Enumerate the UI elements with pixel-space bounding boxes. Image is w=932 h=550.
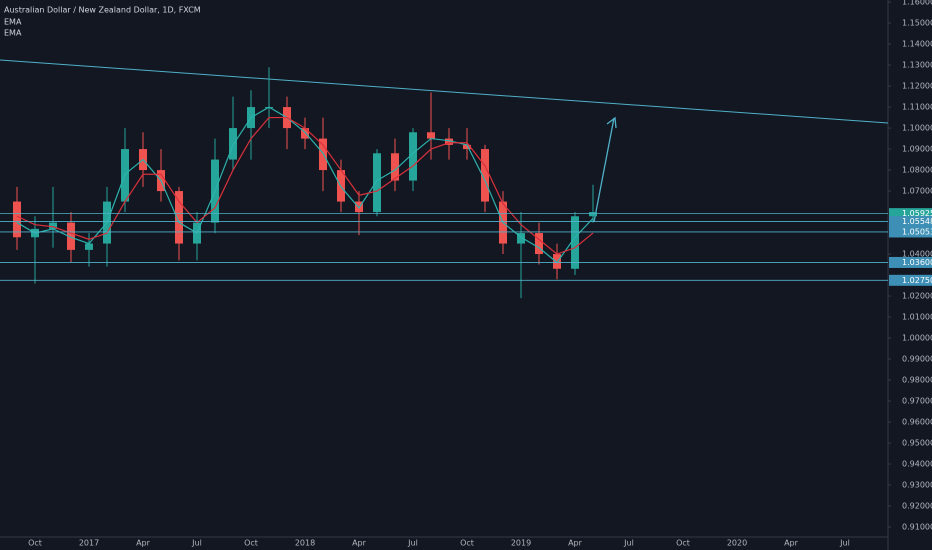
level-label-bg (889, 208, 932, 220)
y-tick-label: 1.04000 (902, 250, 932, 259)
x-tick-label: Jul (191, 539, 202, 548)
y-tick-label: 1.07000 (902, 187, 932, 196)
y-tick-label: 0.93000 (902, 481, 932, 490)
x-tick-label: 2018 (295, 539, 315, 548)
indicator-label[interactable]: EMA (4, 18, 22, 27)
candle-body (409, 132, 417, 181)
y-tick-label: 1.01000 (902, 313, 932, 322)
level-label: 1.02750 (902, 276, 932, 285)
level-label: 1.05925 (902, 209, 932, 218)
candle-body (517, 233, 525, 244)
y-tick-label: 1.10000 (902, 124, 932, 133)
level-label-bg (889, 256, 932, 268)
y-tick-label: 1.13000 (902, 61, 932, 70)
x-tick-label: Apr (784, 539, 799, 548)
candle-body (391, 153, 399, 181)
y-tick-label: 1.11000 (902, 103, 932, 112)
level-label-bg (889, 226, 932, 238)
y-tick-label: 0.96000 (902, 418, 932, 427)
y-tick-label: 1.16000 (902, 0, 932, 7)
x-tick-label: Oct (460, 539, 474, 548)
candle-body (463, 144, 471, 150)
y-tick-label: 1.15000 (902, 19, 932, 28)
y-tick-label: 0.99000 (902, 355, 932, 364)
level-label: 1.05053 (902, 227, 932, 236)
y-tick-label: 1.02000 (902, 292, 932, 301)
x-tick-label: Apr (136, 539, 151, 548)
candle-body (175, 191, 183, 244)
candle-body (481, 149, 489, 202)
level-label-bg (889, 216, 932, 228)
candle-body (445, 138, 453, 145)
chart-title: Australian Dollar / New Zealand Dollar, … (4, 6, 201, 15)
y-tick-label: 1.09000 (902, 145, 932, 154)
x-tick-label: Oct (28, 539, 42, 548)
trend-line[interactable] (0, 59, 889, 124)
x-tick-label: 2017 (79, 539, 99, 548)
x-tick-label: Jul (623, 539, 634, 548)
y-tick-label: 0.91000 (902, 523, 932, 532)
level-label: 1.05548 (902, 217, 932, 226)
y-tick-label: 0.94000 (902, 460, 932, 469)
candle-body (535, 233, 543, 255)
y-tick-label: 0.92000 (902, 502, 932, 511)
x-tick-label: Apr (568, 539, 583, 548)
candle-body (553, 254, 561, 269)
y-tick-label: 0.97000 (902, 397, 932, 406)
candle-body (67, 222, 75, 250)
candle-body (373, 153, 381, 213)
x-tick-label: Oct (244, 539, 258, 548)
indicator-label[interactable]: EMA (4, 29, 22, 38)
y-tick-label: 1.12000 (902, 82, 932, 91)
projection-arrow[interactable] (593, 116, 617, 223)
y-tick-label: 1.08000 (902, 166, 932, 175)
candle-body (301, 128, 309, 139)
ema-line (16, 116, 594, 255)
candle-body (427, 132, 435, 139)
x-tick-label: 2019 (511, 539, 531, 548)
x-tick-label: Oct (676, 539, 690, 548)
x-tick-label: 2020 (727, 539, 747, 548)
y-tick-label: 1.00000 (902, 334, 932, 343)
candle-body (589, 212, 597, 217)
y-tick-label: 1.14000 (902, 40, 932, 49)
level-label-bg (889, 274, 932, 286)
candle-body (13, 201, 21, 238)
x-tick-label: Apr (352, 539, 367, 548)
y-tick-label: 0.95000 (902, 439, 932, 448)
x-tick-label: Jul (407, 539, 418, 548)
candle-body (49, 222, 57, 229)
candle-body (571, 216, 579, 269)
candle-body (85, 243, 93, 250)
y-tick-label: 0.98000 (902, 376, 932, 385)
x-tick-label: Jul (839, 539, 850, 548)
ema-line (16, 106, 594, 264)
level-label: 1.03600 (902, 258, 932, 267)
